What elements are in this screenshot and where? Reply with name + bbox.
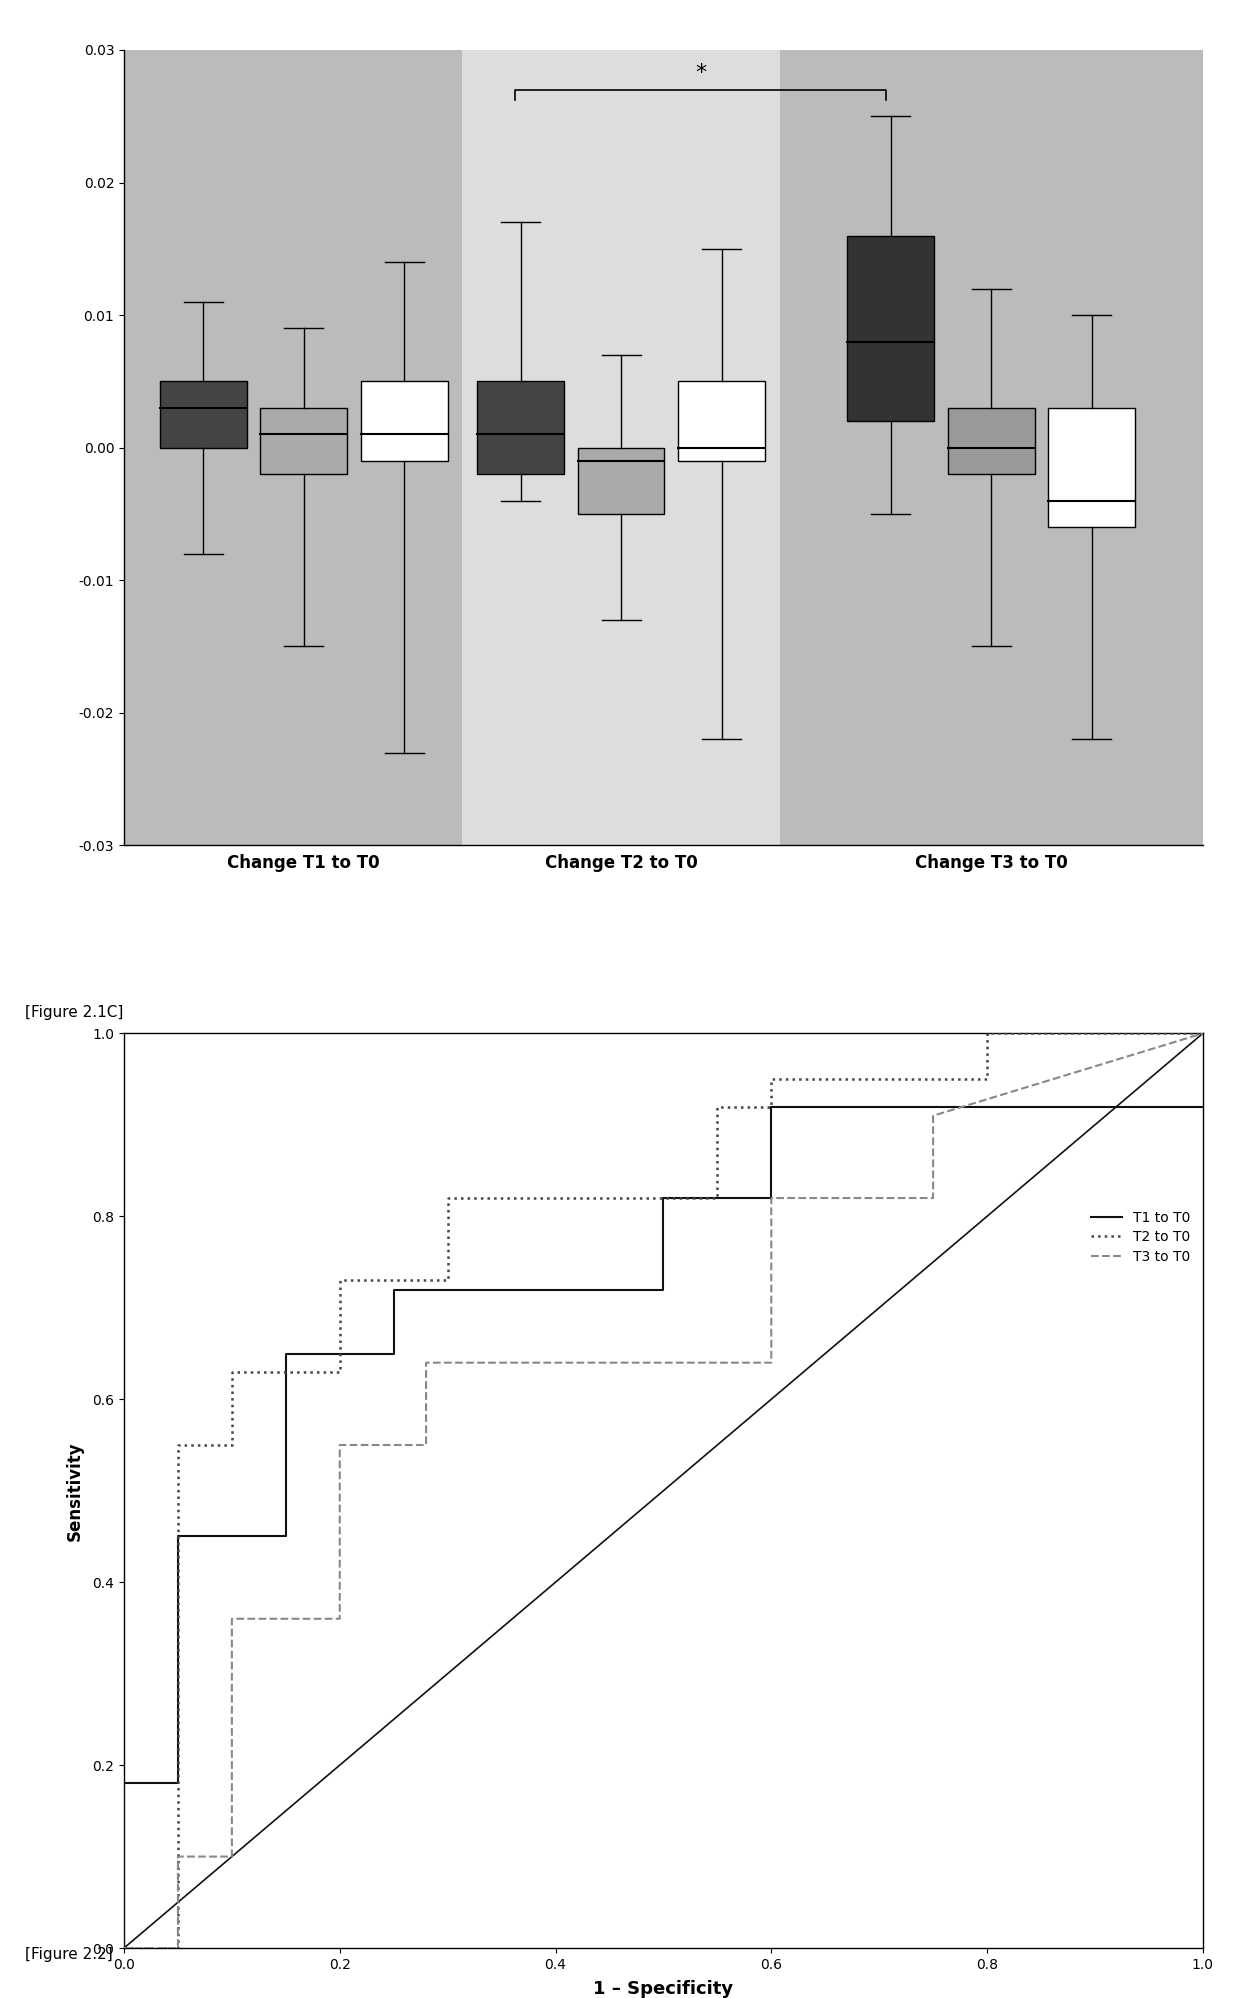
T1 to T0 xyxy=(764,1095,779,1119)
T3 to T0 xyxy=(224,1606,239,1630)
T1 to T0 xyxy=(170,1524,186,1548)
Line: T3 to T0: T3 to T0 xyxy=(124,1033,1203,1948)
Bar xyxy=(1048,408,1135,527)
T2 to T0 xyxy=(980,1021,994,1045)
T1 to T0 xyxy=(278,1341,293,1365)
T2 to T0 xyxy=(170,1936,186,1960)
X-axis label: 1 – Specificity: 1 – Specificity xyxy=(593,1980,734,1998)
Bar xyxy=(780,50,1203,845)
T1 to T0 xyxy=(387,1341,402,1365)
T1 to T0 xyxy=(117,1772,131,1796)
T3 to T0 xyxy=(170,1844,186,1868)
T3 to T0 xyxy=(925,1103,940,1127)
T2 to T0 xyxy=(224,1361,239,1385)
T2 to T0 xyxy=(440,1187,455,1211)
Bar xyxy=(463,50,780,845)
T2 to T0 xyxy=(332,1361,347,1385)
Bar xyxy=(947,408,1034,474)
T2 to T0 xyxy=(332,1269,347,1293)
T2 to T0 xyxy=(709,1095,724,1119)
T3 to T0 xyxy=(332,1606,347,1630)
Text: [Figure 2.1C]: [Figure 2.1C] xyxy=(25,1005,123,1021)
T3 to T0 xyxy=(925,1187,940,1211)
Bar xyxy=(578,448,665,513)
Bar xyxy=(160,382,247,448)
T3 to T0 xyxy=(1195,1021,1210,1045)
Bar xyxy=(124,50,463,845)
T2 to T0 xyxy=(1195,1021,1210,1045)
T1 to T0 xyxy=(278,1524,293,1548)
T2 to T0 xyxy=(224,1433,239,1457)
Text: *: * xyxy=(694,64,706,84)
T3 to T0 xyxy=(332,1433,347,1457)
T3 to T0 xyxy=(419,1433,434,1457)
T2 to T0 xyxy=(764,1095,779,1119)
Bar xyxy=(847,236,934,422)
T2 to T0 xyxy=(117,1936,131,1960)
T1 to T0 xyxy=(387,1277,402,1301)
T3 to T0 xyxy=(170,1936,186,1960)
T2 to T0 xyxy=(709,1187,724,1211)
T2 to T0 xyxy=(440,1269,455,1293)
Bar xyxy=(678,382,765,462)
T1 to T0 xyxy=(117,1936,131,1960)
Line: T2 to T0: T2 to T0 xyxy=(124,1033,1203,1948)
T1 to T0 xyxy=(1195,1095,1210,1119)
Y-axis label: Sensitivity: Sensitivity xyxy=(66,1441,84,1540)
Bar xyxy=(361,382,448,462)
Bar xyxy=(260,408,347,474)
T3 to T0 xyxy=(419,1351,434,1375)
T1 to T0 xyxy=(656,1187,671,1211)
T2 to T0 xyxy=(980,1067,994,1091)
T3 to T0 xyxy=(117,1936,131,1960)
Text: [Figure 2.2]: [Figure 2.2] xyxy=(25,1946,113,1962)
T3 to T0 xyxy=(764,1187,779,1211)
T2 to T0 xyxy=(764,1067,779,1091)
T3 to T0 xyxy=(224,1844,239,1868)
Legend: T1 to T0, T2 to T0, T3 to T0: T1 to T0, T2 to T0, T3 to T0 xyxy=(1086,1205,1195,1269)
T3 to T0 xyxy=(764,1351,779,1375)
T1 to T0 xyxy=(170,1772,186,1796)
T1 to T0 xyxy=(656,1277,671,1301)
T2 to T0 xyxy=(170,1433,186,1457)
Bar xyxy=(477,382,564,474)
Line: T1 to T0: T1 to T0 xyxy=(124,1107,1203,1948)
T1 to T0 xyxy=(764,1187,779,1211)
